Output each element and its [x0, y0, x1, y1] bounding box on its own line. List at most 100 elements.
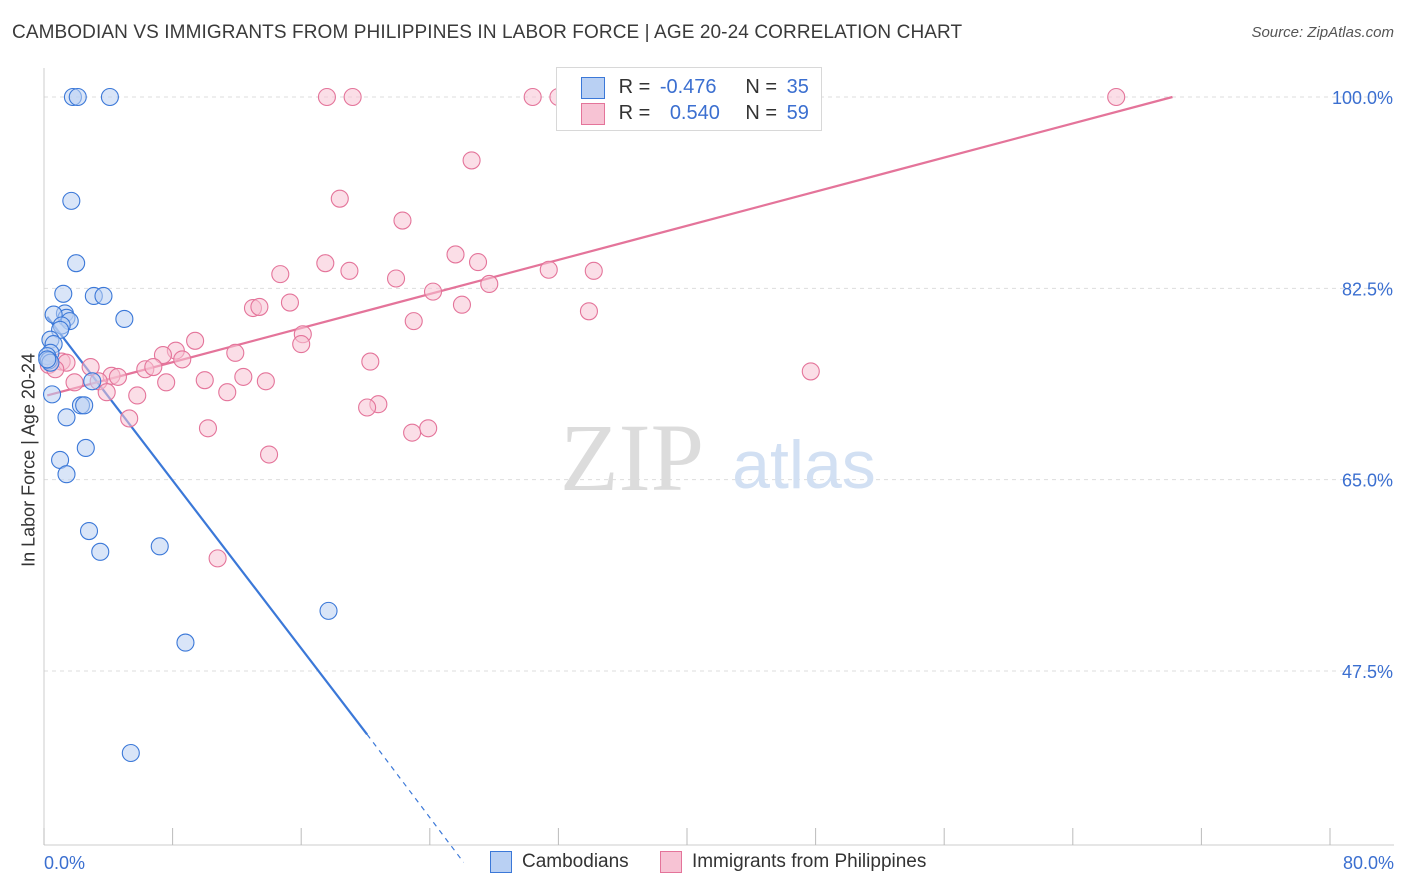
philippines-point	[173, 350, 192, 369]
philippines-point	[539, 260, 558, 279]
philippines-point	[523, 87, 542, 107]
philippines-point	[468, 253, 488, 272]
philippines-point	[280, 293, 299, 312]
philippines-point	[256, 372, 275, 391]
philippines-point	[393, 211, 412, 230]
correlation-legend: R = -0.476 N = 35 R = 0.540 N = 59	[556, 67, 822, 131]
chart-title: CAMBODIAN VS IMMIGRANTS FROM PHILIPPINES…	[12, 22, 963, 43]
philippines-point	[65, 373, 84, 392]
legend-r-label: R =	[618, 102, 651, 124]
cambodians-point	[68, 87, 87, 107]
y-tick-label: 65.0%	[1342, 471, 1393, 491]
watermark-zip: ZIP	[560, 404, 704, 511]
legend-row-cambodians: R = -0.476 N = 35	[581, 76, 809, 102]
philippines-point	[292, 335, 311, 354]
philippines-point	[144, 358, 163, 377]
philippines-point	[480, 274, 499, 294]
legend-item-cambodians: Cambodians	[490, 851, 629, 873]
legend-n-label: N =	[745, 102, 778, 124]
philippines-point	[361, 352, 380, 371]
philippines-point	[208, 549, 227, 568]
legend-row-philippines: R = 0.540 N = 59	[581, 102, 809, 128]
philippines-point	[317, 87, 336, 107]
philippines-point	[358, 398, 377, 417]
philippines-point	[419, 419, 438, 438]
legend-item-philippines: Immigrants from Philippines	[659, 851, 927, 873]
cambodians-point	[67, 254, 86, 273]
philippines-point	[97, 383, 116, 402]
watermark-atlas: atlas	[732, 427, 876, 503]
philippines-point	[330, 189, 349, 208]
cambodians-point	[38, 350, 57, 369]
y-tick-labels: 47.5% 65.0% 82.5% 100.0%	[1332, 88, 1393, 682]
philippines-point	[250, 297, 269, 316]
cambodians-point	[57, 465, 76, 484]
philippines-point	[153, 345, 173, 365]
cambodians-point	[79, 522, 99, 541]
legend-n-label: N =	[745, 76, 778, 98]
philippines-point	[259, 445, 279, 464]
legend-r-label: R =	[618, 76, 651, 98]
legend-r-value: -0.476	[659, 76, 717, 98]
series-legend: Cambodians Immigrants from Philippines	[490, 851, 952, 879]
y-tick-label: 82.5%	[1342, 279, 1393, 299]
cambodians-point	[94, 286, 113, 306]
x-tick-label-min: 0.0%	[44, 853, 86, 873]
cambodians-point	[150, 537, 169, 556]
y-tick-label: 47.5%	[1342, 662, 1393, 682]
x-tick-label-max: 80.0%	[1342, 853, 1394, 873]
philippines-point	[579, 302, 598, 321]
legend-swatch-blue	[581, 76, 605, 99]
philippines-point	[403, 423, 422, 442]
philippines-point	[108, 367, 127, 386]
data-points	[38, 87, 1126, 763]
watermark: ZIP atlas	[560, 404, 876, 511]
cambodians-point	[121, 743, 140, 763]
cambodians-point	[115, 309, 134, 328]
cambodians-point	[62, 191, 81, 210]
legend-swatch-pink	[581, 102, 605, 125]
cambodians-point	[91, 542, 110, 561]
philippines-point	[340, 261, 359, 280]
legend-label-philippines: Immigrants from Philippines	[691, 851, 927, 872]
philippines-point	[271, 265, 290, 284]
legend-swatch-pink	[659, 851, 682, 873]
philippines-point	[462, 151, 481, 170]
philippines-point	[386, 269, 406, 288]
cambodians-point	[42, 385, 62, 404]
cambodians-point	[176, 633, 195, 652]
legend-swatch-blue	[490, 851, 512, 873]
chart-source: Source: ZipAtlas.com	[1251, 24, 1394, 41]
y-tick-label: 100.0%	[1332, 88, 1393, 108]
legend-n-value: 59	[786, 102, 809, 124]
cambodians-point	[75, 396, 94, 415]
philippines-point	[423, 282, 443, 301]
y-axis-label: In Labor Force | Age 20-24	[18, 353, 39, 567]
philippines-point	[584, 261, 603, 280]
philippines-point	[234, 367, 253, 386]
cambodians-point	[57, 408, 76, 427]
legend-label-cambodians: Cambodians	[522, 851, 629, 872]
philippines-point	[316, 254, 335, 273]
cambodians-trend-extension	[366, 734, 465, 863]
cambodians-point	[76, 438, 95, 458]
philippines-point	[446, 245, 465, 264]
philippines-point	[343, 87, 362, 107]
cambodians-point	[83, 372, 102, 391]
philippines-point	[186, 331, 205, 350]
philippines-point	[198, 419, 218, 438]
cambodians-point	[319, 601, 338, 620]
philippines-point	[452, 295, 472, 314]
philippines-point	[157, 373, 176, 392]
legend-r-value: 0.540	[669, 102, 720, 124]
axes	[43, 68, 1394, 846]
philippines-point	[1107, 87, 1126, 107]
philippines-point	[128, 386, 147, 405]
philippines-point	[218, 383, 237, 402]
legend-n-value: 35	[786, 76, 809, 98]
philippines-trend-line	[46, 95, 1173, 397]
philippines-point	[404, 312, 423, 331]
philippines-point	[120, 409, 139, 428]
philippines-point	[195, 371, 214, 390]
